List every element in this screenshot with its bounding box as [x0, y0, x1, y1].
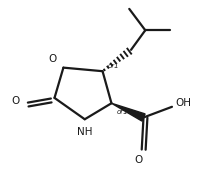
- Text: NH: NH: [77, 127, 92, 137]
- Text: O: O: [11, 96, 19, 106]
- Polygon shape: [111, 103, 145, 121]
- Text: OH: OH: [176, 98, 191, 108]
- Text: O: O: [134, 155, 142, 165]
- Text: or1: or1: [108, 63, 120, 69]
- Text: O: O: [49, 54, 57, 64]
- Text: or1: or1: [117, 109, 129, 115]
